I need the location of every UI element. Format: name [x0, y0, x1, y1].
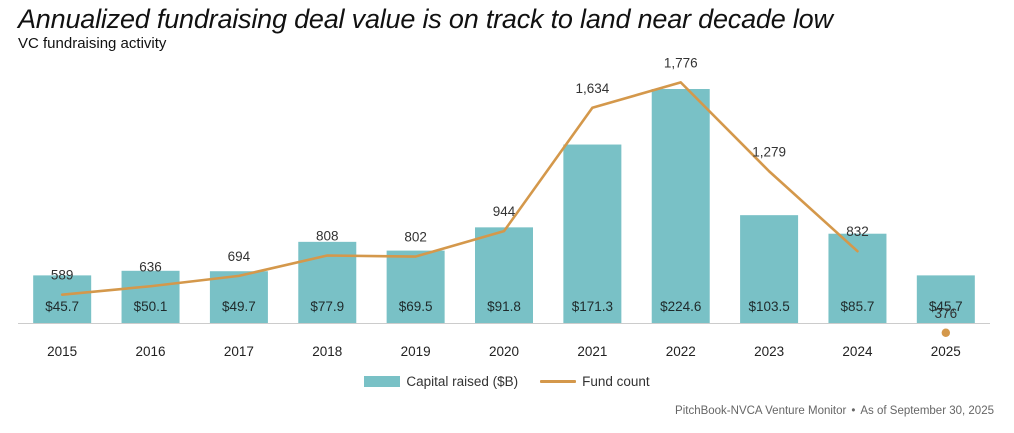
- source-note: PitchBook-NVCA Venture Monitor • As of Sep…: [675, 405, 994, 417]
- x-tick-2022: 2022: [666, 344, 696, 359]
- bar-2024: [828, 233, 887, 323]
- line-label-2017: 694: [228, 249, 251, 264]
- bar-2015: [33, 275, 92, 323]
- bar-label-2019: $69.5: [399, 299, 433, 314]
- bar-label-2023: $103.5: [748, 299, 789, 314]
- fund-count-line: [60, 81, 859, 296]
- x-tick-2019: 2019: [401, 344, 431, 359]
- source-name: PitchBook-NVCA Venture Monitor: [675, 405, 847, 417]
- x-tick-2025: 2025: [931, 344, 961, 359]
- line-label-2025: 376: [935, 306, 958, 321]
- bar-2022: [651, 89, 710, 323]
- bar-2021: [563, 144, 622, 323]
- source-date: As of September 30, 2025: [860, 405, 994, 417]
- x-tick-2017: 2017: [224, 344, 254, 359]
- source-separator: •: [851, 405, 856, 417]
- legend-swatch-bar: [364, 376, 401, 387]
- x-tick-2015: 2015: [47, 344, 77, 359]
- line-label-2021: 1,634: [575, 81, 609, 96]
- line-label-2015: 589: [51, 268, 74, 283]
- bar-label-2016: $50.1: [134, 299, 168, 314]
- bar-2019: [386, 250, 445, 323]
- line-label-2023: 1,279: [752, 144, 786, 159]
- line-label-2020: 944: [493, 204, 516, 219]
- legend-item-fund-count: Fund count: [540, 374, 650, 389]
- legend-label-capital: Capital raised ($B): [406, 374, 519, 389]
- line-label-2018: 808: [316, 228, 339, 243]
- line-label-2022: 1,776: [664, 55, 698, 70]
- bar-label-2017: $49.7: [222, 299, 256, 314]
- chart-subtitle: VC fundraising activity: [18, 35, 167, 52]
- line-label-2016: 636: [139, 259, 162, 274]
- legend-item-capital: Capital raised ($B): [364, 374, 518, 389]
- fund-count-point-2025: [941, 328, 951, 337]
- line-label-2019: 802: [404, 230, 427, 245]
- bar-2017: [209, 271, 268, 323]
- legend-swatch-line: [540, 380, 577, 383]
- legend-label-fund-count: Fund count: [582, 374, 650, 389]
- bar-label-2025: $45.7: [929, 299, 963, 314]
- bar-label-2015: $45.7: [45, 299, 79, 314]
- chart-title: Annualized fundraising deal value is on …: [18, 4, 833, 34]
- x-tick-2021: 2021: [577, 344, 607, 359]
- line-layer: [60, 81, 951, 337]
- bar-label-2022: $224.6: [660, 299, 701, 314]
- bar-label-2021: $171.3: [572, 299, 613, 314]
- bar-2023: [740, 215, 799, 323]
- bar-label-2018: $77.9: [310, 299, 344, 314]
- line-label-2024: 832: [846, 224, 869, 239]
- legend: Capital raised ($B) Fund count: [0, 374, 1014, 389]
- x-tick-2024: 2024: [842, 344, 873, 359]
- x-tick-2020: 2020: [489, 344, 519, 359]
- bar-2025: [916, 275, 975, 323]
- bars-layer: [33, 89, 975, 323]
- x-tick-2023: 2023: [754, 344, 784, 359]
- x-tick-2018: 2018: [312, 344, 342, 359]
- labels-layer: $45.7 2015 $50.1 2016 $49.7 2017 $77.9 2018 $69.…: [45, 55, 962, 359]
- bar-2020: [475, 227, 533, 323]
- bar-2016: [121, 270, 180, 323]
- bar-label-2024: $85.7: [841, 299, 875, 314]
- x-tick-2016: 2016: [136, 344, 166, 359]
- bar-label-2020: $91.8: [487, 299, 521, 314]
